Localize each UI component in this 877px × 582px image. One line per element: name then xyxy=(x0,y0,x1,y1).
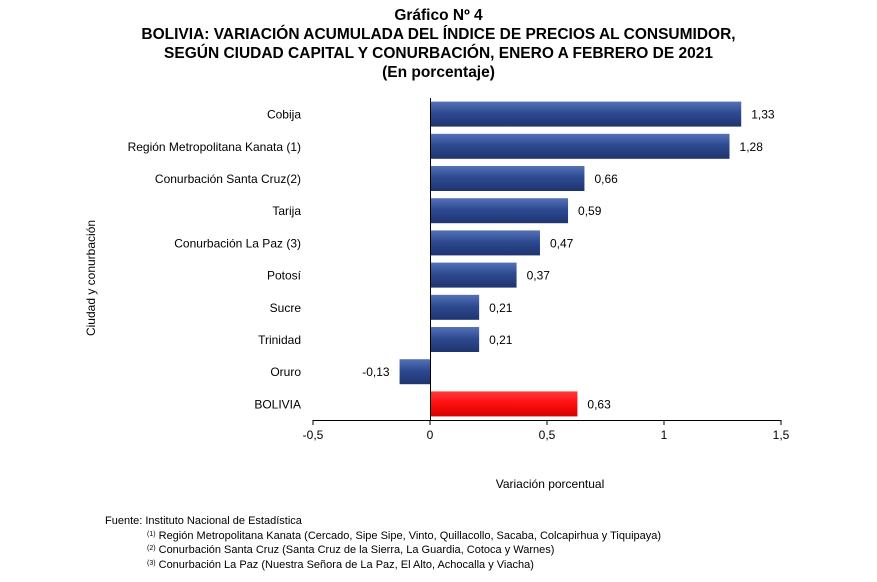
bar xyxy=(430,294,480,320)
footnote-2-mark: (2) xyxy=(147,545,156,552)
footnote-3-mark: (3) xyxy=(147,559,156,567)
chart-number: Gráfico Nº 4 xyxy=(394,7,483,24)
x-ticks-group: -0,5 0 0,5 1 1,5 xyxy=(303,420,790,442)
footnote-2-text: Conurbación Santa Cruz (Santa Cruz de la… xyxy=(155,544,555,556)
value-labels-group: 1,33 1,28 0,66 0,59 0,47 0,37 0,21 0,21 -0,13 0,6… xyxy=(362,108,775,412)
footnote-3-text: Conurbación La Paz (Nuestra Señora de La… xyxy=(155,558,534,571)
bar xyxy=(430,198,569,224)
bar xyxy=(430,101,742,127)
category-label: Trinidad xyxy=(258,333,301,347)
source-note: Fuente: Instituto Nacional de Estadístic… xyxy=(105,515,302,527)
value-label: 0,59 xyxy=(578,204,602,218)
value-label: 0,66 xyxy=(594,172,618,186)
chart-title-block: Gráfico Nº 4 BOLIVIA: VARIACIÓN ACUMULAD… xyxy=(0,6,877,82)
footnote-3: (3) Conurbación La Paz (Nuestra Señora d… xyxy=(105,558,661,573)
footnote-2: (2) Conurbación Santa Cruz (Santa Cruz d… xyxy=(105,543,661,558)
bar-chart: -0,5 0 0,5 1 1,5 Cobija Región Metropolitana … xyxy=(84,98,790,491)
bar xyxy=(430,262,517,288)
category-label: Región Metropolitana Kanata (1) xyxy=(128,140,301,154)
category-label: Oruro xyxy=(270,365,301,379)
footnote-1-mark: (1) xyxy=(147,530,156,538)
x-tick-label: 1 xyxy=(661,428,668,442)
category-label: Potosí xyxy=(267,269,302,283)
value-label: 0,47 xyxy=(550,236,574,250)
y-axis-label: Ciudad y conurbación xyxy=(84,220,98,336)
value-label: -0,13 xyxy=(362,365,390,379)
value-label: 0,21 xyxy=(489,301,513,315)
chart-title-line-2: SEGÚN CIUDAD CAPITAL Y CONURBACIÓN, ENER… xyxy=(164,45,713,62)
bars-group xyxy=(399,101,742,417)
x-axis-label: Variación porcentual xyxy=(496,477,605,491)
bar xyxy=(430,391,578,417)
category-label: Conurbación La Paz (3) xyxy=(174,236,301,250)
footnote-1-text: Región Metropolitana Kanata (Cercado, Si… xyxy=(155,529,662,542)
value-label: 1,28 xyxy=(740,140,764,154)
bar xyxy=(430,230,540,256)
y-labels-group: Cobija Región Metropolitana Kanata (1) Con… xyxy=(128,108,302,412)
chart-title-line-1: BOLIVIA: VARIACIÓN ACUMULADA DEL ÍNDICE … xyxy=(141,26,736,43)
value-label: 0,21 xyxy=(489,333,513,347)
category-label: Conurbación Santa Cruz(2) xyxy=(155,172,301,186)
bar xyxy=(399,359,430,385)
bar xyxy=(430,133,730,159)
chart-subtitle: (En porcentaje) xyxy=(382,64,495,81)
category-label: Tarija xyxy=(272,204,301,218)
x-tick-label: -0,5 xyxy=(303,428,324,442)
category-label: Sucre xyxy=(270,301,302,315)
bar xyxy=(430,327,480,352)
x-tick-label: 1,5 xyxy=(773,428,790,442)
category-label: BOLIVIA xyxy=(254,397,301,411)
bar xyxy=(430,166,585,191)
footer: Fuente: Instituto Nacional de Estadístic… xyxy=(105,514,661,572)
value-label: 1,33 xyxy=(751,108,775,122)
category-label: Cobija xyxy=(267,108,301,122)
value-label: 0,63 xyxy=(587,397,611,411)
footnote-1: (1) Región Metropolitana Kanata (Cercado… xyxy=(105,529,661,544)
x-tick-label: 0,5 xyxy=(539,428,556,442)
x-tick-label: 0 xyxy=(427,428,434,442)
value-label: 0,37 xyxy=(527,269,551,283)
